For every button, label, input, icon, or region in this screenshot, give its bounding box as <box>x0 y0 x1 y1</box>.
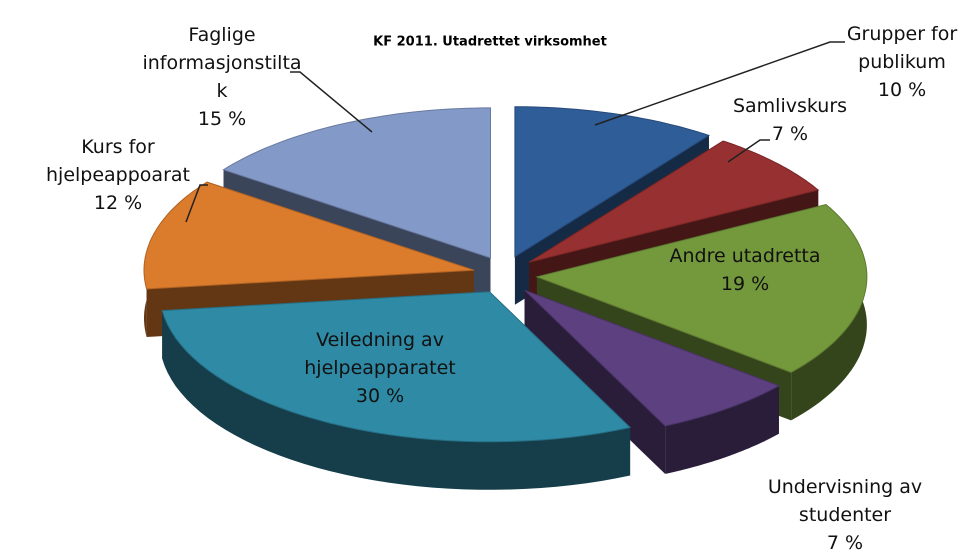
slice <box>161 291 632 443</box>
leader-line <box>290 71 373 133</box>
slice <box>514 106 711 258</box>
slice-label: Veiledning av hjelpeapparatet 30 % <box>275 326 485 410</box>
slice <box>535 203 868 373</box>
slice-label: Faglige informasjonstiltak 15 % <box>137 21 307 133</box>
category-label: Grupper for publikum <box>846 23 958 73</box>
chart-title: KF 2011. Utadrettet virksomhet <box>373 34 607 50</box>
slice <box>143 181 475 290</box>
slice <box>528 140 820 263</box>
slice <box>222 107 491 259</box>
value-label: 15 % <box>197 108 247 130</box>
slice-label: Grupper for publikum 10 % <box>827 20 976 104</box>
leader-line <box>727 139 770 163</box>
category-label: Undervisning av studenter <box>767 476 923 526</box>
slice <box>524 289 781 427</box>
leader-line <box>594 41 845 126</box>
slice-label: Samlivskurs 7 % <box>715 92 865 148</box>
category-label: Andre utadretta <box>669 245 821 267</box>
slice-wall <box>665 385 779 474</box>
category-label: Samlivskurs <box>732 95 848 117</box>
category-label: Kurs for hjelpeappoarat <box>46 136 190 186</box>
category-label: Veiledning av hjelpeapparatet <box>304 329 456 379</box>
value-label: 7 % <box>771 123 809 145</box>
value-label: 7 % <box>826 532 864 554</box>
slice-label: Kurs for hjelpeappoarat 12 % <box>33 133 203 217</box>
slice-wall <box>162 310 631 490</box>
slice-label: Undervisning av studenter 7 % <box>745 473 945 557</box>
value-label: 19 % <box>720 273 770 295</box>
leader-lines <box>185 41 845 223</box>
category-label: Faglige informasjonstiltak <box>142 24 302 102</box>
leader-line <box>185 184 208 223</box>
value-label: 12 % <box>93 192 143 214</box>
slice-label: Andre utadretta 19 % <box>645 242 845 298</box>
value-label: 30 % <box>355 385 405 407</box>
value-label: 10 % <box>877 79 927 101</box>
